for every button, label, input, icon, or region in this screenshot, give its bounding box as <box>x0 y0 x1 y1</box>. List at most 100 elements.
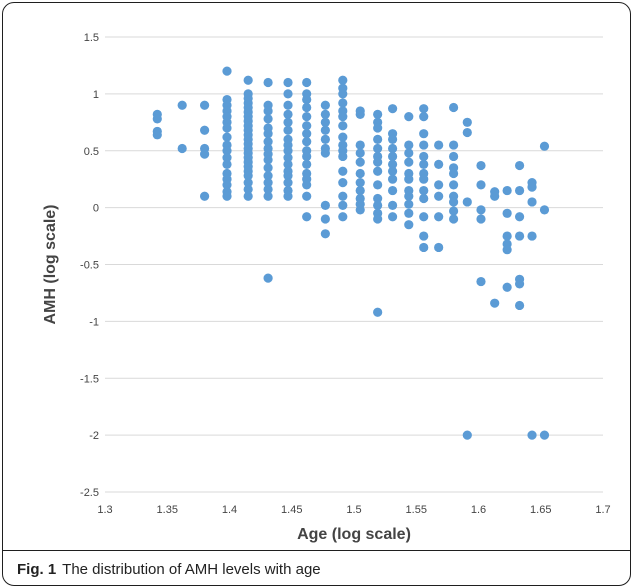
data-point <box>263 77 273 88</box>
data-point <box>449 168 459 179</box>
data-point <box>263 273 273 283</box>
data-point <box>373 200 383 210</box>
data-point <box>462 430 472 440</box>
data-point <box>283 159 293 169</box>
data-point <box>449 180 459 190</box>
y-tick-labels: 1.5 1 0.5 0 -0.5 -1 -1.5 -2 -2.5 <box>80 32 99 499</box>
data-point <box>373 193 383 204</box>
x-tick-label: 1.55 <box>406 504 427 516</box>
x-tick-label: 1.7 <box>595 504 610 516</box>
data-point <box>222 123 232 133</box>
y-tick-label: -2 <box>89 430 99 442</box>
data-point <box>539 141 550 151</box>
y-tick-label: 1.5 <box>84 32 99 44</box>
data-point <box>302 94 312 105</box>
data-point <box>539 205 550 215</box>
data-point <box>404 157 414 167</box>
data-point <box>283 117 293 127</box>
data-point <box>338 166 348 176</box>
data-point <box>404 191 414 201</box>
data-point <box>387 185 398 196</box>
data-point <box>490 191 500 201</box>
data-point <box>514 185 525 196</box>
data-point <box>449 140 459 150</box>
data-point <box>243 184 253 195</box>
data-point <box>302 191 312 201</box>
data-point <box>355 178 365 188</box>
data-point <box>404 140 414 150</box>
data-point <box>263 191 273 201</box>
data-point <box>320 200 330 210</box>
data-point <box>263 129 273 139</box>
figure-label: Fig. 1 <box>17 561 57 578</box>
data-point <box>476 205 486 215</box>
data-point <box>539 430 550 440</box>
data-point <box>419 212 429 222</box>
data-points <box>152 66 550 440</box>
data-point <box>355 148 365 158</box>
data-point <box>419 231 429 241</box>
x-tick-label: 1.5 <box>346 504 361 516</box>
data-point <box>449 206 459 216</box>
data-point <box>263 171 273 181</box>
data-point <box>283 178 293 188</box>
data-point <box>200 191 210 201</box>
data-point <box>387 200 398 210</box>
x-tick-label: 1.4 <box>222 504 237 516</box>
data-point <box>387 159 398 169</box>
y-tick-label: 0.5 <box>84 146 99 158</box>
data-point <box>419 112 429 122</box>
data-point <box>404 112 414 122</box>
x-tick-label: 1.35 <box>157 504 178 516</box>
data-point <box>243 75 253 85</box>
data-point <box>462 197 472 207</box>
data-point <box>527 182 537 192</box>
data-point <box>320 148 330 158</box>
data-point <box>320 134 330 144</box>
data-point <box>302 121 312 131</box>
data-point <box>434 191 444 201</box>
data-point <box>355 109 365 119</box>
data-point <box>338 191 348 201</box>
data-point <box>263 114 273 124</box>
figure-caption: Fig. 1 The distribution of AMH levels wit… <box>17 561 321 578</box>
data-point <box>449 214 459 224</box>
y-tick-label: -1.5 <box>80 373 99 385</box>
data-point <box>243 191 253 201</box>
data-point <box>302 151 312 162</box>
data-point <box>177 143 187 154</box>
data-point <box>302 137 312 147</box>
data-point <box>404 174 414 184</box>
data-point <box>320 214 330 224</box>
data-point <box>514 231 525 241</box>
data-point <box>373 180 383 190</box>
data-point <box>283 77 293 88</box>
data-point <box>152 130 162 140</box>
data-point <box>320 100 330 110</box>
data-point <box>338 212 348 222</box>
data-point <box>283 171 293 181</box>
data-point <box>338 200 348 210</box>
data-point <box>222 132 232 142</box>
data-point <box>449 197 459 207</box>
data-point <box>419 129 429 139</box>
data-point <box>527 430 537 440</box>
data-point <box>419 174 429 184</box>
data-point <box>320 109 330 119</box>
data-point <box>490 298 500 308</box>
data-point <box>222 152 232 163</box>
data-point <box>243 178 253 188</box>
data-point <box>152 114 162 124</box>
data-point <box>283 125 293 135</box>
data-point <box>434 140 444 150</box>
data-point <box>263 137 273 147</box>
data-point <box>302 129 312 139</box>
data-point <box>387 143 398 154</box>
data-point <box>462 127 472 138</box>
data-point <box>373 134 383 144</box>
data-point <box>449 151 459 162</box>
data-point <box>434 180 444 190</box>
data-point <box>502 185 512 196</box>
data-point <box>263 163 273 173</box>
